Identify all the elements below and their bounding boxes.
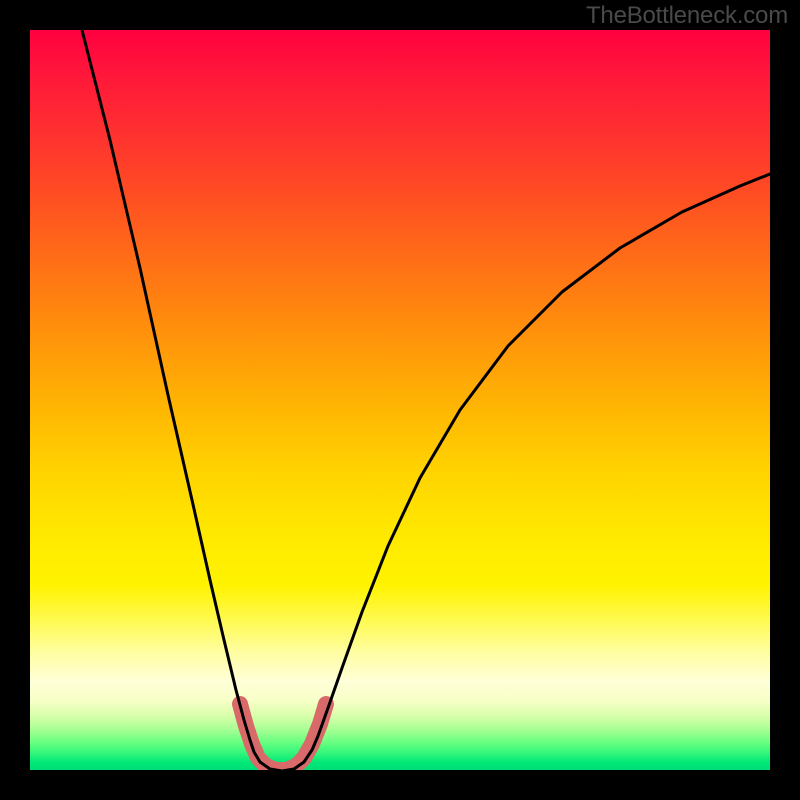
plot-background <box>30 30 770 770</box>
chart-frame: TheBottleneck.com <box>0 0 800 800</box>
bottleneck-chart <box>0 0 800 800</box>
watermark-text: TheBottleneck.com <box>586 2 788 30</box>
